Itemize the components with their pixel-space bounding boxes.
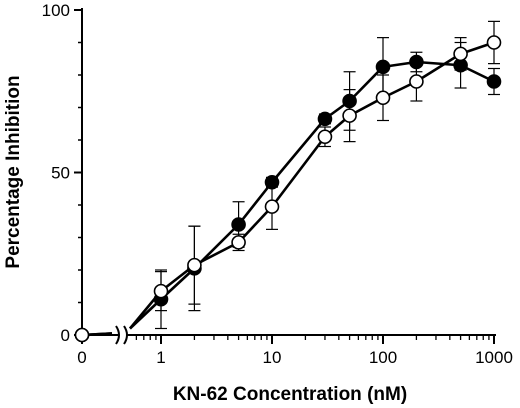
data-markers bbox=[74, 35, 502, 343]
axes bbox=[74, 8, 496, 345]
open-point bbox=[375, 90, 391, 106]
open-point bbox=[153, 283, 169, 299]
series-lines bbox=[81, 41, 495, 337]
open-point bbox=[453, 46, 468, 62]
x-axis-title: KN-62 Concentration (nM) bbox=[173, 384, 407, 405]
axis-break-mark bbox=[123, 325, 128, 345]
y-tick-label: 0 bbox=[61, 326, 70, 345]
filled-point bbox=[409, 54, 424, 70]
x-tick-label: 100 bbox=[369, 348, 397, 367]
open-point bbox=[187, 257, 202, 273]
filled-point bbox=[486, 74, 502, 89]
open-point bbox=[409, 74, 424, 89]
y-axis-title: Percentage Inhibition bbox=[3, 75, 24, 268]
filled-point bbox=[317, 111, 333, 127]
x-tick-label: 1 bbox=[156, 348, 165, 367]
open-point bbox=[486, 35, 502, 50]
filled-point bbox=[264, 174, 280, 190]
y-tick-label: 50 bbox=[51, 164, 70, 183]
open-point bbox=[231, 235, 246, 250]
open-point bbox=[342, 108, 357, 123]
x-tick-label: 1000 bbox=[475, 348, 513, 367]
filled-point bbox=[375, 59, 391, 75]
filled-point bbox=[231, 217, 246, 232]
open-point bbox=[264, 199, 280, 214]
x-tick-label: 0 bbox=[77, 348, 86, 367]
open-point bbox=[74, 327, 90, 343]
series-line-2 bbox=[128, 41, 495, 330]
series-line-1 bbox=[129, 60, 495, 330]
open-point bbox=[317, 129, 333, 145]
x-tick-label: 10 bbox=[263, 348, 282, 367]
axis-break-mark bbox=[115, 325, 120, 345]
error-bars bbox=[155, 20, 500, 330]
y-tick-label: 100 bbox=[42, 1, 70, 20]
filled-point bbox=[342, 93, 357, 109]
